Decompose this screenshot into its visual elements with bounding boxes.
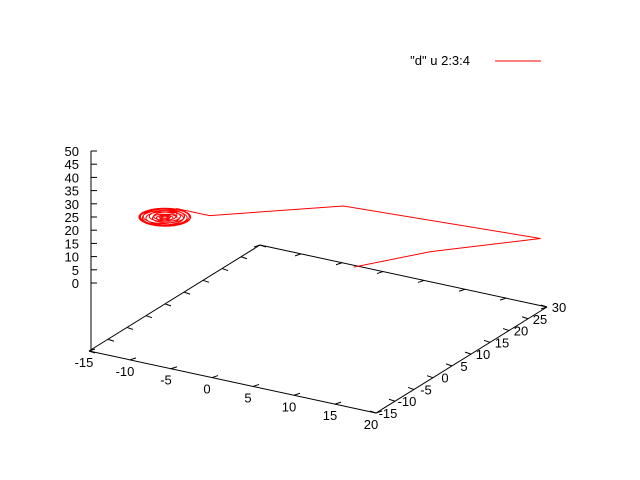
x-tick-mark <box>293 392 301 396</box>
x-tick-label: -5 <box>160 373 172 388</box>
y-tick-label: -15 <box>379 406 398 421</box>
series-line <box>138 205 541 268</box>
x-tick-mark <box>88 348 96 352</box>
y-tick-label: 0 <box>441 371 448 386</box>
y-tick-mark-far <box>183 291 191 295</box>
x-tick-label: 20 <box>364 417 378 432</box>
y-tick-mark-far <box>202 279 210 283</box>
legend-label: "d" u 2:3:4 <box>410 53 470 68</box>
y-tick-mark-far <box>164 303 172 307</box>
x-tick-mark-far <box>253 244 261 248</box>
x-tick-label: 15 <box>323 408 337 423</box>
y-tick-mark <box>483 339 491 343</box>
y-tick-mark-far <box>145 315 153 319</box>
y-tick-mark-far <box>126 326 134 330</box>
x-tick-label: -10 <box>116 364 135 379</box>
x-tick-mark-far <box>335 262 343 266</box>
y-tick-mark <box>502 328 510 332</box>
y-tick-label: -10 <box>398 394 417 409</box>
x-tick-mark <box>252 383 260 387</box>
x-tick-mark <box>129 357 137 361</box>
x-tick-label: -15 <box>75 355 94 370</box>
y-tick-mark <box>521 316 529 320</box>
y-tick-label: 20 <box>514 324 528 339</box>
x-tick-mark-far <box>294 253 302 257</box>
y-tick-mark-far <box>107 338 115 342</box>
z-tick-label: 25 <box>65 210 79 225</box>
x-axis-line <box>88 350 377 414</box>
y-tick-mark-far <box>221 268 229 272</box>
x-tick-mark <box>211 375 219 379</box>
x-tick-mark <box>334 401 342 405</box>
y-tick-mark <box>426 375 434 379</box>
y-tick-mark <box>407 386 415 390</box>
z-tick-label: 40 <box>65 170 79 185</box>
x-tick-label: 5 <box>244 390 251 405</box>
y-tick-label: 25 <box>533 312 547 327</box>
x-tick-label: 0 <box>203 382 210 397</box>
z-tick-label: 0 <box>72 276 79 291</box>
y-tick-label: 10 <box>476 347 490 362</box>
x-tick-label: 10 <box>282 399 296 414</box>
y-tick-mark <box>388 398 396 402</box>
y-tick-mark <box>464 351 472 355</box>
y-tick-mark <box>445 363 453 367</box>
y-tick-mark-far <box>88 350 96 354</box>
x-tick-mark <box>170 366 178 370</box>
back-left-edge <box>88 244 261 352</box>
y-tick-mark <box>369 410 377 414</box>
z-tick-label: 50 <box>65 144 79 159</box>
x-tick-mark-far <box>499 297 507 301</box>
back-right-edge <box>259 244 548 308</box>
axes-layer <box>88 151 548 414</box>
y-axis-line <box>375 306 548 414</box>
y-tick-label: 15 <box>495 335 509 350</box>
y-tick-mark-far <box>240 256 248 260</box>
ticks-layer: -15-10-505101520-15-10-50510152025300510… <box>65 144 567 432</box>
x-tick-mark-far <box>376 271 384 275</box>
y-tick-mark-far <box>259 244 267 248</box>
x-tick-mark-far <box>417 279 425 283</box>
y-tick-label: 30 <box>552 300 566 315</box>
x-tick-mark <box>375 410 383 414</box>
x-tick-mark-far <box>458 288 466 292</box>
z-tick-label: 15 <box>65 236 79 251</box>
z-tick-label: 10 <box>65 250 79 265</box>
x-tick-mark-far <box>540 306 548 310</box>
series-layer <box>138 205 541 268</box>
z-tick-label: 45 <box>65 157 79 172</box>
y-tick-label: -5 <box>420 382 432 397</box>
z-tick-label: 35 <box>65 184 79 199</box>
y-tick-label: 5 <box>460 359 467 374</box>
legend: "d" u 2:3:4 <box>410 53 541 68</box>
y-tick-mark <box>540 304 548 308</box>
z-tick-label: 30 <box>65 197 79 212</box>
z-tick-label: 5 <box>72 263 79 278</box>
z-tick-label: 20 <box>65 223 79 238</box>
